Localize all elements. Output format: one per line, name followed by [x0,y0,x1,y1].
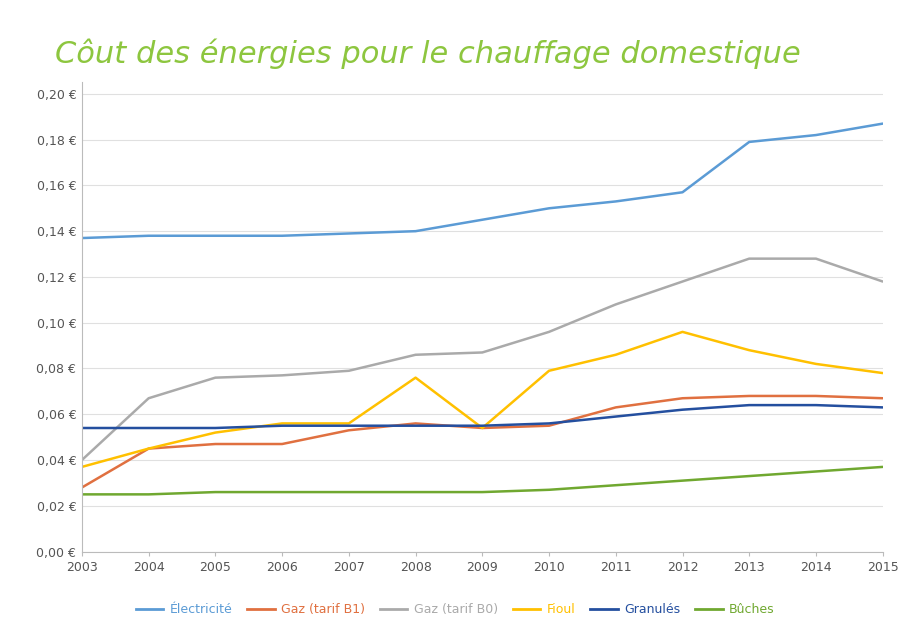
Granulés [143,424,154,432]
Fioul [611,351,622,359]
Fioul [877,369,888,377]
Bûches [877,463,888,470]
Fioul [343,420,354,427]
Fioul [277,420,288,427]
Line: Gaz (tarif B1): Gaz (tarif B1) [82,396,883,488]
Bûches [743,472,754,480]
Bûches [277,488,288,496]
Fioul [811,360,822,368]
Gaz (tarif B1) [343,427,354,434]
Granulés [210,424,221,432]
Bûches [143,491,154,498]
Granulés [877,404,888,411]
Électricité [410,228,421,235]
Fioul [410,374,421,382]
Granulés [543,420,554,427]
Fioul [543,367,554,375]
Granulés [811,401,822,409]
Électricité [743,138,754,146]
Legend: Électricité, Gaz (tarif B1), Gaz (tarif B0), Fioul, Granulés, Bûches: Électricité, Gaz (tarif B1), Gaz (tarif … [130,598,780,621]
Gaz (tarif B1) [477,424,488,432]
Électricité [76,234,87,242]
Électricité [611,198,622,205]
Line: Gaz (tarif B0): Gaz (tarif B0) [82,259,883,460]
Gaz (tarif B1) [611,404,622,411]
Line: Granulés: Granulés [82,405,883,428]
Gaz (tarif B0) [277,372,288,379]
Électricité [543,205,554,212]
Fioul [143,445,154,453]
Granulés [611,413,622,420]
Gaz (tarif B0) [611,301,622,308]
Gaz (tarif B0) [877,278,888,285]
Gaz (tarif B0) [210,374,221,382]
Granulés [477,422,488,429]
Bûches [76,491,87,498]
Gaz (tarif B1) [76,484,87,491]
Bûches [611,481,622,489]
Fioul [477,424,488,432]
Gaz (tarif B0) [677,278,688,285]
Gaz (tarif B1) [143,445,154,453]
Gaz (tarif B1) [410,420,421,427]
Gaz (tarif B1) [543,422,554,429]
Gaz (tarif B0) [543,328,554,335]
Gaz (tarif B1) [677,394,688,402]
Bûches [210,488,221,496]
Gaz (tarif B0) [410,351,421,359]
Électricité [343,230,354,237]
Électricité [210,232,221,240]
Gaz (tarif B1) [210,440,221,448]
Text: Côut des énergies pour le chauffage domestique: Côut des énergies pour le chauffage dome… [55,38,801,68]
Gaz (tarif B1) [811,392,822,400]
Gaz (tarif B0) [343,367,354,375]
Fioul [210,429,221,436]
Granulés [677,406,688,413]
Gaz (tarif B0) [477,349,488,356]
Bûches [677,477,688,484]
Line: Fioul: Fioul [82,332,883,467]
Électricité [477,216,488,224]
Gaz (tarif B0) [143,394,154,402]
Électricité [811,131,822,139]
Gaz (tarif B1) [877,394,888,402]
Bûches [811,468,822,476]
Granulés [277,422,288,429]
Gaz (tarif B0) [811,255,822,262]
Line: Électricité: Électricité [82,124,883,238]
Fioul [743,346,754,354]
Bûches [410,488,421,496]
Line: Bûches: Bûches [82,467,883,495]
Bûches [543,486,554,494]
Fioul [677,328,688,335]
Électricité [277,232,288,240]
Gaz (tarif B0) [743,255,754,262]
Électricité [677,188,688,196]
Granulés [343,422,354,429]
Bûches [343,488,354,496]
Électricité [877,120,888,127]
Gaz (tarif B0) [76,456,87,464]
Granulés [76,424,87,432]
Fioul [76,463,87,470]
Gaz (tarif B1) [277,440,288,448]
Bûches [477,488,488,496]
Granulés [410,422,421,429]
Électricité [143,232,154,240]
Gaz (tarif B1) [743,392,754,400]
Granulés [743,401,754,409]
